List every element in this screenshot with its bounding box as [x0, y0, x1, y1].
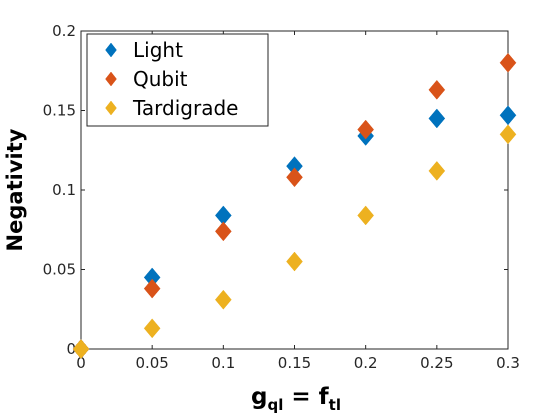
- x-tick-label: 0.15: [278, 354, 311, 372]
- data-point-light: [428, 108, 446, 129]
- data-point-light: [499, 105, 517, 126]
- y-tick-label: 0.05: [43, 261, 76, 279]
- x-axis-label-main: g: [251, 384, 267, 410]
- legend-box: [86, 33, 269, 127]
- legend-label-qubit: Qubit: [133, 67, 188, 91]
- x-tick-label: 0.1: [211, 354, 235, 372]
- series-tardigrade: [72, 124, 517, 359]
- x-axis-ticks: 0 0.05 0.1 0.15 0.2 0.25 0.3: [76, 31, 520, 372]
- data-point-tardigrade: [286, 251, 303, 272]
- x-tick-label: 0.05: [135, 354, 168, 372]
- data-point-tardigrade: [357, 205, 374, 226]
- x-axis-label-sub1: ql: [267, 396, 283, 414]
- x-tick-label: 0.3: [496, 354, 520, 372]
- x-axis-label: gql = ftl: [251, 384, 341, 414]
- data-point-tardigrade: [428, 161, 446, 181]
- data-point-qubit: [357, 119, 374, 140]
- data-point-qubit: [428, 79, 446, 100]
- data-point-qubit: [286, 167, 303, 188]
- data-point-qubit: [499, 52, 517, 73]
- y-tick-label: 0.15: [43, 102, 76, 120]
- legend-marker-qubit: [105, 71, 117, 87]
- y-tick-label: 0: [66, 340, 76, 358]
- data-point-tardigrade: [72, 339, 90, 359]
- legend-label-light: Light: [133, 38, 183, 62]
- series-light: [72, 105, 517, 359]
- x-tick-label: 0.25: [420, 354, 453, 372]
- legend-label-tardigrade: Tardigrade: [132, 96, 238, 120]
- x-tick-label: 0: [76, 354, 86, 372]
- data-point-tardigrade: [499, 124, 517, 145]
- legend-marker-light: [105, 42, 117, 58]
- legend: Light Qubit Tardigrade: [86, 33, 269, 127]
- data-point-tardigrade: [143, 318, 161, 339]
- y-tick-label: 0.1: [52, 181, 76, 199]
- y-tick-label: 0.2: [52, 22, 76, 40]
- x-tick-label: 0.2: [354, 354, 378, 372]
- x-axis-label-sub2: tl: [329, 396, 341, 414]
- data-point-tardigrade: [215, 289, 232, 310]
- legend-marker-tardigrade: [105, 100, 117, 116]
- data-point-qubit: [143, 278, 161, 299]
- data-point-qubit: [215, 221, 232, 242]
- data-markers: [72, 52, 517, 359]
- y-axis-label: Negativity: [3, 128, 27, 251]
- x-axis-label-eq: = f: [283, 384, 329, 410]
